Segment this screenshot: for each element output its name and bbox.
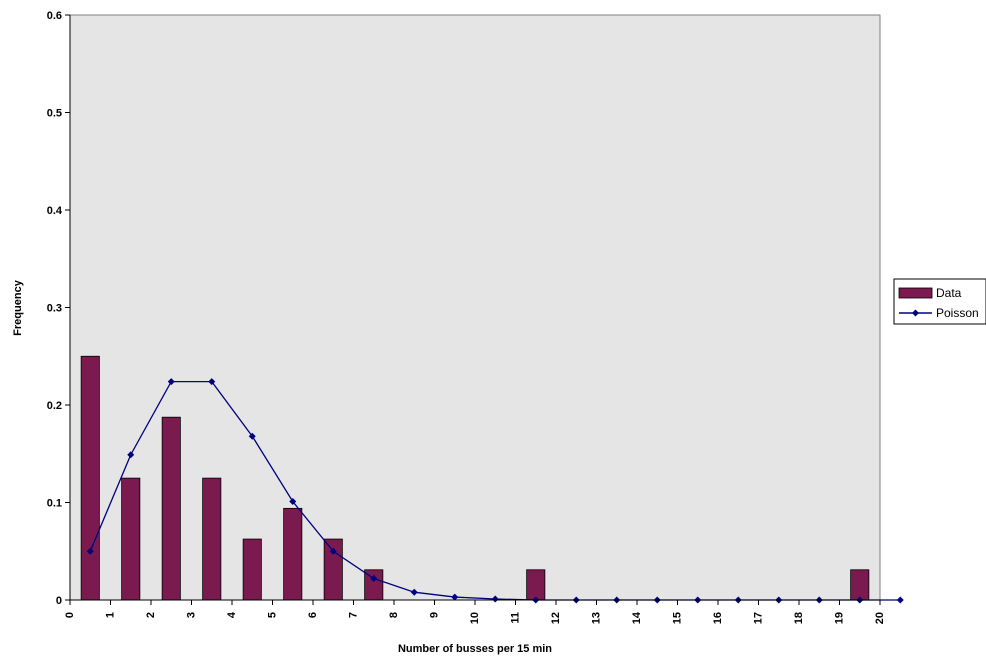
poisson-point-9	[451, 593, 459, 601]
x-tick-label: 19	[833, 612, 845, 624]
x-tick-label: 10	[469, 612, 481, 624]
x-tick-label: 13	[590, 612, 602, 624]
y-tick-label: 0	[56, 595, 62, 607]
x-tick-label: 8	[388, 612, 400, 618]
plot-area	[69, 14, 881, 601]
y-tick-label: 0.1	[47, 498, 62, 510]
x-tick-label: 12	[550, 612, 562, 624]
x-tick-label: 16	[712, 612, 724, 624]
y-axis-title: Frequency	[12, 279, 24, 336]
x-tick-label: 1	[104, 612, 116, 618]
x-tick-label: 20	[874, 612, 886, 624]
x-tick-label: 17	[752, 612, 764, 624]
x-tick-label: 18	[793, 612, 805, 624]
x-tick-label: 7	[347, 612, 359, 618]
x-tick-label: 0	[64, 612, 76, 618]
poisson-point-3	[208, 378, 216, 386]
x-tick-label: 4	[226, 611, 238, 618]
bar-data-11	[526, 569, 546, 601]
poisson-point-20	[896, 596, 904, 604]
poisson-point-4	[248, 432, 256, 440]
legend-label-data: Data	[936, 286, 962, 300]
bar-data-4	[242, 538, 262, 601]
bar-data-19	[850, 569, 870, 601]
bar-series-data	[80, 355, 870, 601]
x-tick-label: 6	[307, 612, 319, 618]
poisson-point-10	[491, 595, 499, 603]
y-tick-label: 0.5	[47, 108, 62, 120]
legend: Data Poisson	[893, 278, 986, 325]
legend-label-poisson: Poisson	[936, 306, 979, 320]
bar-data-0	[80, 355, 100, 601]
x-tick-label: 5	[266, 612, 278, 618]
y-tick-label: 0.6	[47, 10, 62, 22]
y-ticks: 0 0.1 0.2 0.3 0.4 0.5 0.6	[47, 10, 70, 607]
bar-data-2	[161, 416, 181, 601]
bar-data-1	[121, 477, 141, 601]
bar-data-3	[202, 477, 222, 601]
x-tick-label: 11	[509, 612, 521, 624]
x-tick-label: 3	[185, 612, 197, 618]
x-axis-title: Number of busses per 15 min	[398, 643, 552, 655]
y-tick-label: 0.3	[47, 303, 62, 315]
x-tick-label: 2	[145, 612, 157, 618]
x-tick-label: 14	[631, 611, 643, 624]
x-tick-label: 9	[428, 612, 440, 618]
legend-box	[893, 278, 986, 325]
poisson-point-0	[86, 547, 94, 555]
poisson-point-2	[167, 378, 175, 386]
y-tick-label: 0.4	[47, 205, 63, 217]
x-ticks: 0 1 2 3 4 5 6 7 8 9 10 11 12 13 14 15 16 17 18 19 20	[64, 600, 886, 624]
x-tick-label: 15	[671, 612, 683, 624]
poisson-point-5	[289, 498, 297, 506]
legend-marker-poisson	[912, 309, 919, 317]
poisson-point-8	[410, 588, 418, 596]
legend-swatch-data	[898, 287, 933, 299]
bar-data-5	[283, 507, 303, 601]
poisson-point-6	[329, 547, 337, 555]
poisson-point-1	[127, 451, 135, 459]
poisson-point-7	[370, 575, 378, 583]
y-tick-label: 0.2	[47, 400, 62, 412]
